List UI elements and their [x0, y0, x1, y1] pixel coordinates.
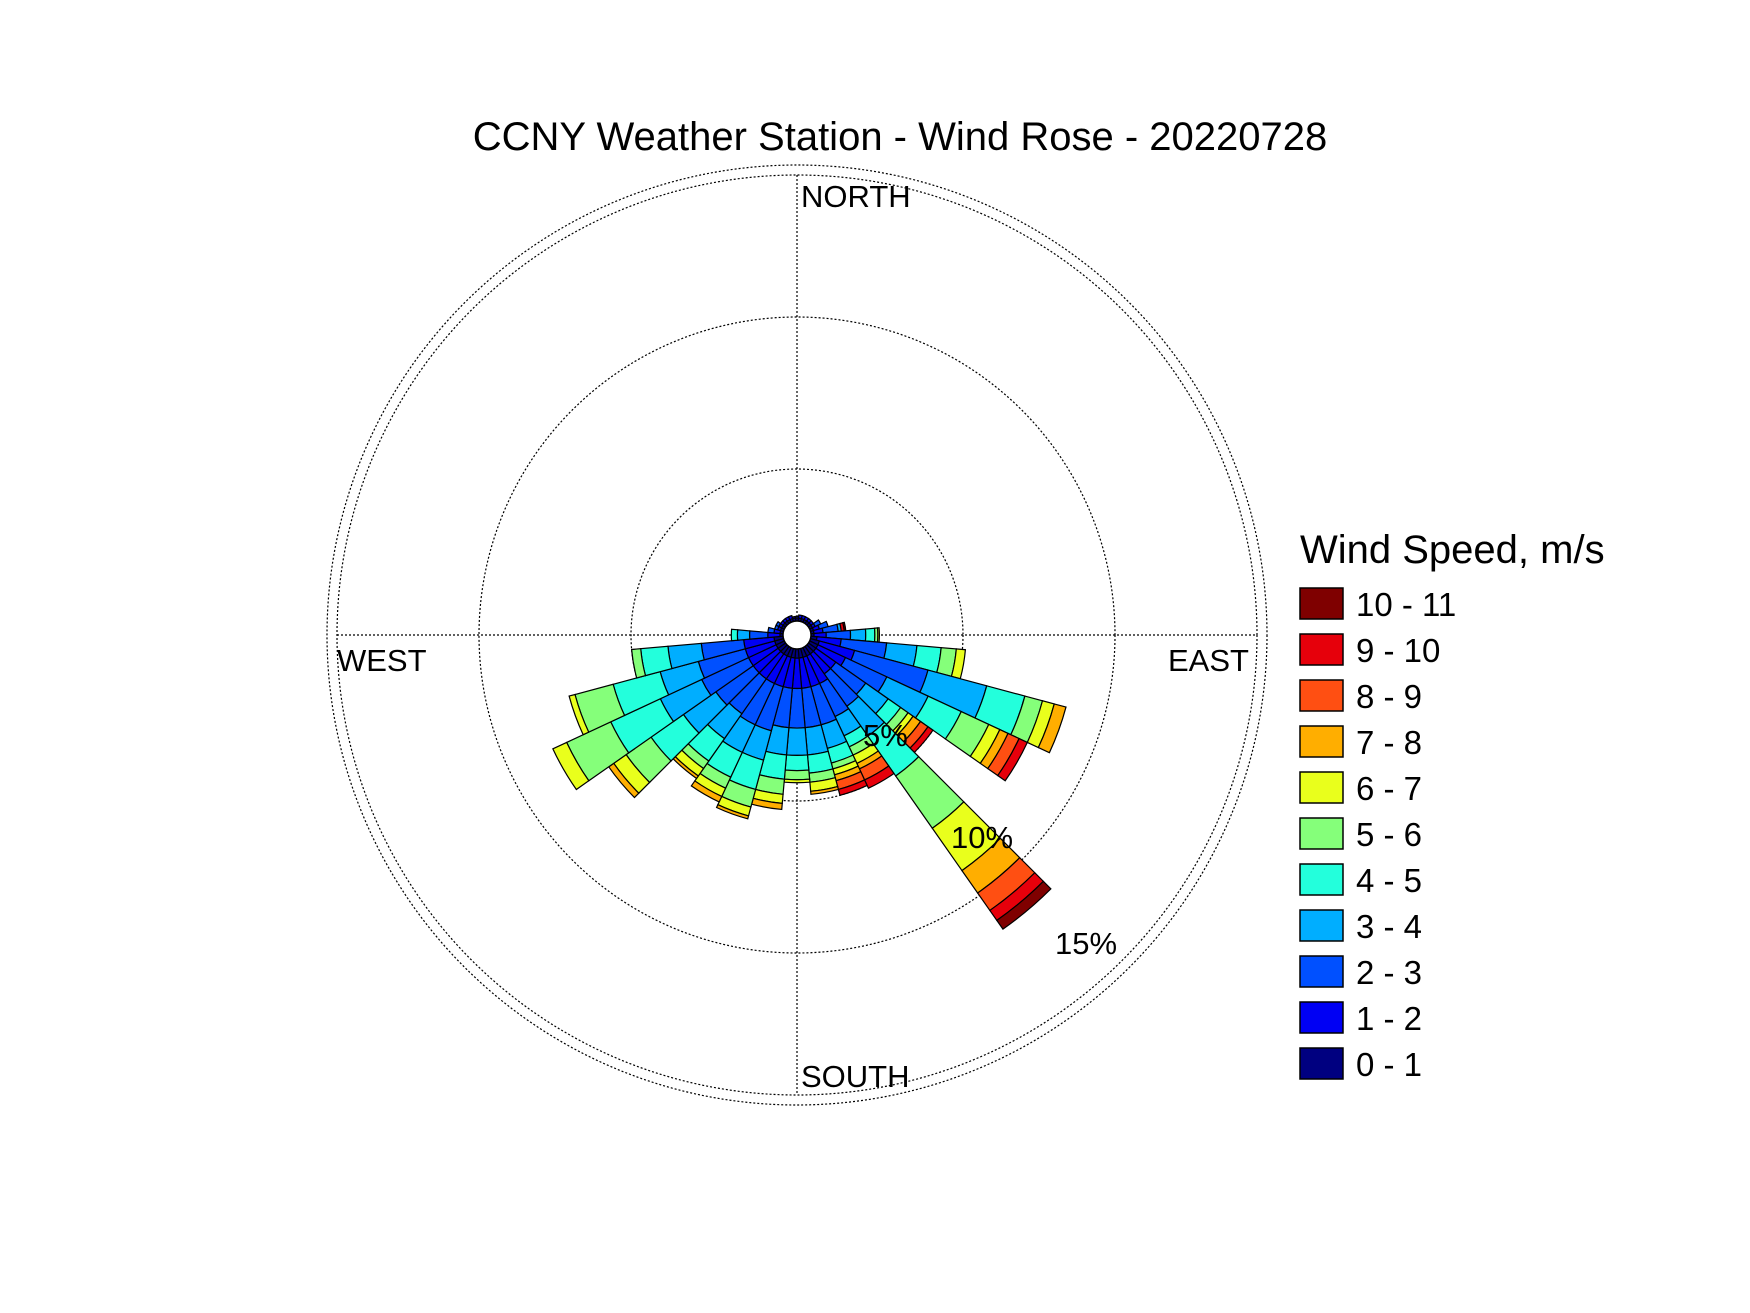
east-label: EAST	[1168, 643, 1249, 678]
legend-label-7: 3 - 4	[1356, 908, 1422, 945]
south-label: SOUTH	[801, 1059, 910, 1094]
wind-bar-110-bin-7	[1037, 703, 1067, 754]
wind-bar-180-bin-4	[784, 754, 810, 772]
chart-title: CCNY Weather Station - Wind Rose - 20220…	[473, 115, 1328, 159]
wind-bar-150-bin-9	[863, 765, 895, 789]
wind-bar-180-bin-3	[785, 727, 809, 756]
ring-label-15: 15%	[1055, 926, 1117, 961]
legend-label-4: 6 - 7	[1356, 770, 1422, 807]
wind-bar-280-bin-2	[767, 626, 776, 634]
legend-items: 10 - 11 9 - 10 8 - 9 7 - 8 6 - 7 5 - 6 4 - 5 3 …	[1299, 586, 1456, 1083]
legend-label-3: 7 - 8	[1356, 724, 1422, 761]
legend-swatch-5	[1299, 817, 1344, 850]
wind-bar-340-bin-1	[787, 614, 794, 621]
legend-label-6: 4 - 5	[1356, 862, 1422, 899]
legend-label-1: 9 - 10	[1356, 632, 1440, 669]
legend-label-2: 8 - 9	[1356, 678, 1422, 715]
north-label: NORTH	[801, 179, 911, 214]
legend-swatch-10	[1299, 1047, 1344, 1080]
wind-bar-270-bin-3	[736, 629, 751, 641]
wind-bar-350-bin-1	[791, 615, 797, 620]
west-label: WEST	[337, 643, 427, 678]
wind-bar-170-bin-7	[810, 785, 840, 795]
axis-labels: NORTH EAST SOUTH WEST 5% 10% 15%	[337, 179, 1249, 1094]
legend: Wind Speed, m/s 10 - 11 9 - 10 8 - 9 7 - 8 6…	[1299, 528, 1605, 1083]
wind-bar-270-bin-4	[730, 628, 739, 642]
ring-circle-15	[326, 164, 1268, 1106]
legend-label-8: 2 - 3	[1356, 954, 1422, 991]
legend-title: Wind Speed, m/s	[1300, 528, 1605, 572]
ring-label-5: 5%	[863, 718, 908, 753]
legend-label-5: 5 - 6	[1356, 816, 1422, 853]
wind-bar-180-bin-5	[783, 769, 811, 781]
wind-bar-200-bin-7	[715, 803, 750, 820]
legend-swatch-9	[1299, 1001, 1344, 1034]
wind-bar-160-bin-9	[837, 779, 868, 797]
legend-swatch-1	[1299, 633, 1344, 666]
legend-swatch-0	[1299, 587, 1344, 620]
legend-swatch-2	[1299, 679, 1344, 712]
wind-bar-140-bin-10	[995, 880, 1052, 930]
wind-bar-300-bin-2	[775, 620, 782, 628]
wind-bar-90-bin-4	[864, 627, 876, 643]
legend-swatch-8	[1299, 955, 1344, 988]
legend-swatch-4	[1299, 771, 1344, 804]
center-hub	[782, 620, 812, 650]
wind-bars	[552, 614, 1067, 930]
legend-label-9: 1 - 2	[1356, 1000, 1422, 1037]
hub-circle	[782, 620, 812, 650]
wind-bar-180-bin-6	[783, 778, 811, 784]
legend-label-10: 0 - 1	[1356, 1046, 1422, 1083]
wind-bar-270-bin-2	[748, 630, 769, 640]
wind-bar-210-bin-7	[690, 780, 723, 803]
legend-swatch-7	[1299, 909, 1344, 942]
ring-label-10: 10%	[951, 820, 1013, 855]
wind-bar-260-bin-5	[630, 648, 647, 679]
wind-bar-120-bin-9	[996, 737, 1029, 782]
wind-bar-250-bin-6	[568, 693, 590, 736]
legend-swatch-3	[1299, 725, 1344, 758]
wind-bar-90-bin-6	[876, 627, 881, 643]
wind-bar-90-bin-3	[849, 628, 867, 642]
legend-label-0: 10 - 11	[1356, 586, 1456, 623]
wind-bar-240-bin-6	[552, 741, 590, 791]
legend-swatch-6	[1299, 863, 1344, 896]
